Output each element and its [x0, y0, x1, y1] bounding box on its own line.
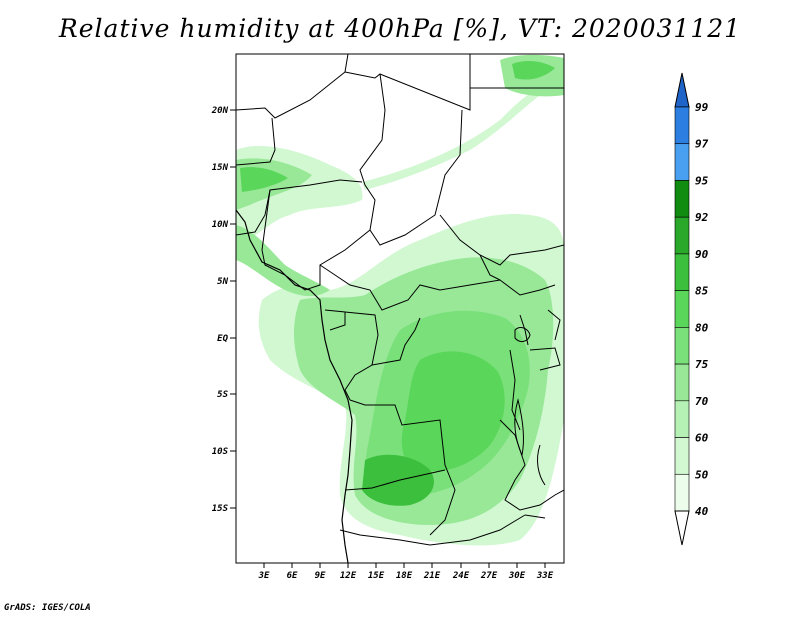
humidity-area-west-coast — [236, 225, 330, 297]
lon-label-18e: 18E — [396, 571, 413, 581]
colorbar-bottom-arrow — [674, 510, 690, 546]
colorbar: 99 97 95 92 90 85 80 75 70 60 50 40 — [674, 72, 709, 546]
lon-label-27e: 27E — [480, 571, 498, 581]
colorbar-label: 60 — [695, 432, 709, 445]
lat-label-15s: 15S — [212, 504, 229, 514]
colorbar-segment — [674, 327, 690, 365]
humidity-field — [236, 54, 564, 546]
lat-label-5s: 5S — [217, 390, 228, 400]
credit-label: GrADS: IGES/COLA — [4, 603, 91, 613]
coastline — [236, 209, 353, 563]
lon-labels: 3E 6E 9E 12E 15E 18E 21E 24E 27E 30E 33E — [258, 571, 554, 581]
colorbar-label: 50 — [695, 468, 709, 481]
lon-label-15e: 15E — [368, 571, 385, 581]
lon-ticks — [263, 563, 546, 568]
colorbar-segment — [674, 216, 690, 255]
lat-ticks — [230, 109, 236, 509]
colorbar-label: 95 — [695, 174, 709, 187]
colorbar-segment — [674, 253, 690, 291]
lon-label-6e: 6E — [287, 571, 298, 581]
colorbar-segment — [674, 143, 690, 181]
humidity-area-sahel-core — [240, 167, 288, 192]
colorbar-segment — [674, 473, 690, 512]
lakes — [514, 327, 546, 519]
colorbar-label: 90 — [695, 248, 709, 261]
colorbar-label: 85 — [695, 285, 709, 298]
colorbar-label: 70 — [695, 395, 709, 408]
lat-label-5n: 5N — [217, 277, 228, 287]
colorbar-label: 75 — [695, 358, 709, 371]
humidity-area-top-right-core — [512, 61, 555, 80]
lon-label-9e: 9E — [315, 571, 326, 581]
lat-label-eq: EQ — [217, 334, 228, 344]
colorbar-segment — [674, 180, 690, 218]
colorbar-segment — [674, 363, 690, 402]
lon-label-21e: 21E — [423, 571, 441, 581]
lat-labels: 20N 15N 10N 5N EQ 5S 10S 15S — [211, 106, 229, 514]
colorbar-top-arrow — [674, 72, 690, 108]
colorbar-segment — [674, 290, 690, 328]
colorbar-segment — [674, 106, 690, 145]
lat-label-20n: 20N — [211, 106, 229, 116]
lat-label-10s: 10S — [212, 447, 229, 457]
map-frame — [235, 53, 565, 564]
lon-label-33e: 33E — [536, 571, 554, 581]
lon-label-12e: 12E — [340, 571, 357, 581]
lon-label-24e: 24E — [452, 571, 470, 581]
map-title: Relative humidity at 400hPa [%], VT: 202… — [58, 14, 742, 43]
country-borders — [236, 54, 564, 546]
colorbar-label: 40 — [695, 505, 709, 518]
humidity-streak — [362, 88, 545, 190]
colorbar-label: 92 — [695, 211, 709, 224]
colorbar-label: 80 — [695, 321, 709, 334]
colorbar-segment — [674, 437, 690, 475]
colorbar-segment — [674, 400, 690, 438]
lon-label-30e: 30E — [508, 571, 526, 581]
lon-label-3e: 3E — [258, 571, 270, 581]
humidity-area-central-80 — [401, 351, 505, 472]
colorbar-label: 99 — [695, 101, 709, 114]
lat-label-10n: 10N — [212, 220, 229, 230]
colorbar-label: 97 — [695, 138, 709, 151]
lat-label-15n: 15N — [212, 163, 229, 173]
